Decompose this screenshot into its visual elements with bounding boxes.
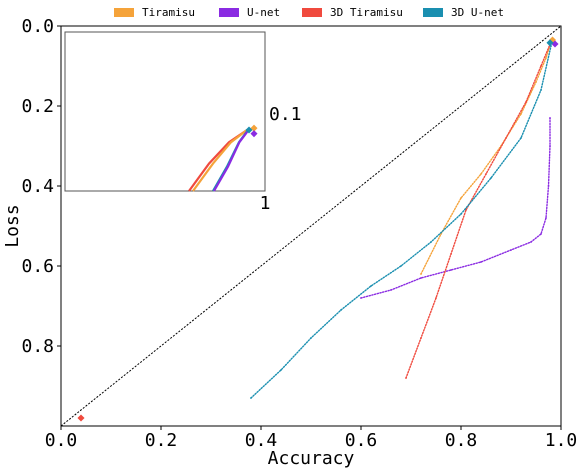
data-point-3d-tiramisu [505, 137, 507, 139]
data-point-3d-u-net [540, 89, 542, 91]
data-point-3d-u-net [430, 241, 432, 243]
y-tick-label: 0.4 [21, 176, 54, 197]
data-point-u-net [510, 249, 512, 251]
data-point-tiramisu [460, 197, 462, 199]
data-point-3d-tiramisu [405, 377, 407, 379]
data-point-u-net [390, 289, 392, 291]
data-point-u-net [549, 145, 551, 147]
legend: Tiramisu U-net 3D Tiramisu 3D U-net [114, 6, 504, 19]
data-point-u-net [360, 297, 362, 299]
legend-swatch-tiramisu [114, 8, 134, 17]
data-point-3d-tiramisu [485, 173, 487, 175]
data-point-3d-tiramisu [525, 101, 527, 103]
data-point-tiramisu [545, 57, 547, 59]
data-point-3d-tiramisu [420, 337, 422, 339]
legend-label-u-net: U-net [247, 6, 280, 19]
data-point-tiramisu [535, 81, 537, 83]
inset-plot: 10.1 [64, 31, 302, 214]
data-point-u-net [480, 261, 482, 263]
inset-line-tiramisu [192, 129, 248, 192]
marker-u-net [551, 40, 559, 48]
data-point-3d-tiramisu [540, 65, 542, 67]
data-point-3d-u-net [400, 265, 402, 267]
x-tick-label: 0.2 [145, 430, 178, 451]
inset-y-tick-label: 0.1 [269, 104, 302, 125]
data-point-tiramisu [480, 173, 482, 175]
axes-frame [60, 25, 562, 427]
x-tick-label: 0.6 [345, 430, 378, 451]
diagonal-line [60, 25, 562, 427]
data-point-u-net [530, 241, 532, 243]
data-point-u-net [549, 117, 551, 119]
plot-area [60, 25, 562, 427]
y-tick-label: 0.0 [21, 16, 54, 37]
data-point-tiramisu [520, 113, 522, 115]
data-point-3d-u-net [250, 397, 252, 399]
data-point-3d-u-net [370, 285, 372, 287]
series-line-tiramisu [420, 41, 552, 275]
data-point-3d-u-net [520, 137, 522, 139]
data-point-3d-u-net [310, 337, 312, 339]
x-tick-label: 0.4 [245, 430, 278, 451]
legend-label-3d-u-net: 3D U-net [451, 6, 504, 19]
y-tick-label: 0.8 [21, 336, 54, 357]
data-point-tiramisu [420, 273, 422, 275]
legend-swatch-3d-tiramisu [302, 8, 322, 17]
y-tick-label: 0.6 [21, 256, 54, 277]
data-point-u-net [450, 269, 452, 271]
data-point-u-net [547, 185, 550, 187]
legend-label-tiramisu: Tiramisu [142, 6, 195, 19]
legend-swatch-3d-u-net [423, 8, 443, 17]
marker-3d-u-net [546, 39, 554, 47]
inset-frame [64, 31, 266, 192]
inset-marker-u-net [250, 130, 258, 138]
inset-line-u-net [213, 129, 250, 192]
x-tick-label: 1.0 [545, 430, 578, 451]
data-point-3d-u-net [340, 309, 342, 311]
inset-marker-3d-u-net [245, 126, 253, 134]
data-point-3d-u-net [460, 213, 462, 215]
data-point-3d-u-net [280, 369, 282, 371]
series-line-u-net [360, 117, 551, 299]
inset-x-tick-label: 1 [260, 193, 271, 214]
x-tick-label: 0.0 [45, 430, 78, 451]
data-point-u-net [545, 217, 547, 219]
x-axis-title: Accuracy [268, 448, 355, 469]
x-tick-label: 0.8 [445, 430, 478, 451]
series-line-3d-u-net [250, 45, 552, 399]
legend-swatch-u-net [219, 8, 239, 17]
data-point-3d-u-net [490, 177, 492, 179]
marker-3d-tiramisu [77, 414, 85, 422]
y-axis-title: Loss [2, 204, 23, 247]
series-line-3d-tiramisu [405, 41, 552, 379]
data-point-u-net [420, 277, 422, 279]
data-point-u-net [540, 233, 542, 235]
y-tick-label: 0.2 [21, 96, 54, 117]
data-point-3d-tiramisu [435, 297, 437, 299]
axes: 0.0 0.2 0.4 0.6 0.8 1.0 0.0 0.2 0.4 0.6 0.8 Accurac… [2, 16, 577, 469]
legend-label-3d-tiramisu: 3D Tiramisu [330, 6, 403, 19]
data-point-3d-tiramisu [450, 253, 452, 255]
